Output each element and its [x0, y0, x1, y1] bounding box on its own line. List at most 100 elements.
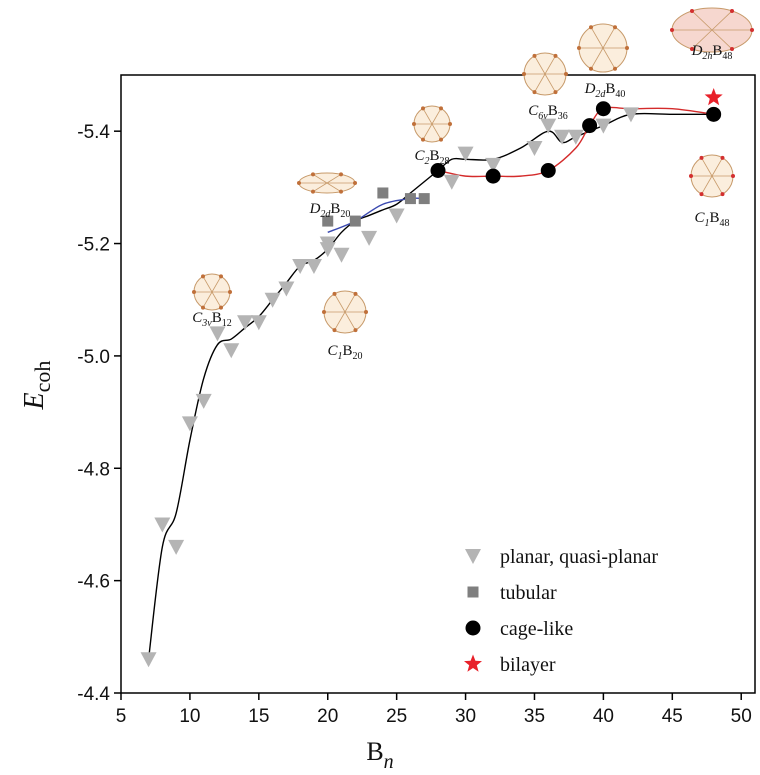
marker-triangle [154, 517, 171, 533]
cluster-label: C2B28 [414, 148, 449, 167]
label-formula-sub: 40 [615, 89, 625, 100]
label-point-group-sub: 3v [201, 318, 212, 329]
y-axis-label-sub: coh [30, 361, 55, 393]
cluster-bond [701, 175, 713, 195]
cluster-atom [412, 122, 416, 126]
marker-triangle [209, 326, 226, 342]
cluster-image [577, 23, 629, 73]
marker-triangle [457, 146, 474, 162]
cluster-label: C3vB12 [192, 310, 231, 329]
label-point-group: C [192, 310, 203, 326]
cluster-atom [439, 106, 443, 111]
marker-triangle [168, 539, 185, 555]
x-tick-label: 5 [116, 706, 127, 727]
label-point-group: C [694, 210, 705, 226]
cluster-bond [711, 175, 723, 195]
marker-square [418, 193, 430, 205]
label-point-group: C [327, 343, 338, 359]
cluster-bond [711, 157, 723, 177]
marker-triangle [526, 141, 543, 157]
cluster-atom [690, 8, 694, 13]
cluster-bond [202, 276, 213, 293]
cluster-label: C6vB36 [528, 103, 567, 122]
label-formula-sub: 28 [440, 156, 450, 167]
cluster-atom [553, 53, 558, 58]
cluster-atom [522, 72, 526, 76]
cluster-image [322, 290, 368, 334]
marker-triangle [278, 281, 295, 297]
marker-star [704, 88, 723, 106]
cluster-atom [689, 174, 693, 178]
marker-triangle [443, 174, 460, 190]
cluster-image [522, 52, 568, 96]
cluster-atom [589, 66, 593, 71]
cluster-atom [421, 106, 425, 111]
cluster-bond [422, 123, 433, 140]
marker-triangle [485, 157, 502, 173]
x-tick-label: 50 [731, 706, 752, 727]
cluster-bond [334, 311, 346, 331]
marker-circle [430, 163, 446, 179]
y-tick-label: -5.2 [77, 235, 110, 256]
y-tick-label: -4.8 [77, 459, 110, 480]
label-formula: B [605, 81, 615, 97]
marker-triangle [140, 652, 157, 668]
cluster-atom [699, 192, 704, 197]
cluster-label: C1B20 [327, 343, 362, 362]
label-formula: B [430, 148, 440, 164]
label-formula: B [710, 210, 720, 226]
x-tick-label: 15 [248, 706, 269, 727]
cluster-bond [312, 173, 328, 184]
x-tick-label: 35 [524, 706, 545, 727]
marker-triangle [595, 118, 612, 134]
label-point-group-sub: 6v [538, 111, 548, 122]
y-tick-label: -4.6 [77, 572, 110, 593]
label-formula-sub: 48 [720, 218, 730, 229]
marker-circle [582, 118, 598, 134]
cluster-atom [353, 181, 357, 185]
marker-square [467, 586, 479, 598]
legend-label: tubular [500, 582, 557, 604]
cluster-atom [364, 310, 368, 314]
cluster-image [412, 105, 452, 143]
cluster-atom [439, 137, 443, 142]
fit-curve [147, 112, 714, 660]
cluster-atom [332, 291, 337, 296]
cluster-bond [431, 108, 442, 125]
cluster-atom [750, 28, 754, 32]
marker-triangle [388, 208, 405, 224]
legend-label: bilayer [500, 654, 556, 676]
y-tick-label: -4.4 [77, 684, 110, 705]
cluster-atom [589, 25, 593, 30]
cluster-bond [211, 276, 222, 293]
cluster-bond [326, 173, 342, 184]
cluster-bond [431, 123, 442, 140]
y-axis-label-main: E [19, 392, 50, 410]
x-tick-label: 10 [179, 706, 200, 727]
x-axis-label-main: B [366, 737, 383, 766]
x-tick-label: 20 [317, 706, 338, 727]
label-formula: B [330, 201, 340, 217]
x-tick-label: 40 [593, 706, 614, 727]
cluster-atom [448, 122, 452, 126]
x-axis-label: Bn [366, 737, 393, 773]
label-point-group: C [414, 148, 425, 164]
cluster-atom [730, 8, 734, 13]
cluster-label: C1B48 [694, 210, 729, 229]
label-point-group-sub: 1 [705, 218, 710, 229]
cluster-label: D2dB20 [309, 201, 351, 220]
cluster-atom [332, 328, 337, 333]
marker-triangle [264, 292, 281, 308]
cluster-bond [344, 293, 356, 313]
cluster-atom [297, 181, 301, 185]
legend-label: planar, quasi-planar [500, 546, 658, 568]
cluster-bond [544, 55, 556, 75]
cluster-atom [339, 189, 343, 194]
cluster-bond [344, 311, 356, 331]
cluster-atom [613, 66, 617, 71]
cluster-bond [711, 29, 733, 50]
y-tick-label: -5.0 [77, 347, 110, 368]
cluster-bond [334, 293, 346, 313]
cluster-atom [201, 305, 205, 310]
cluster-bond [701, 157, 713, 177]
